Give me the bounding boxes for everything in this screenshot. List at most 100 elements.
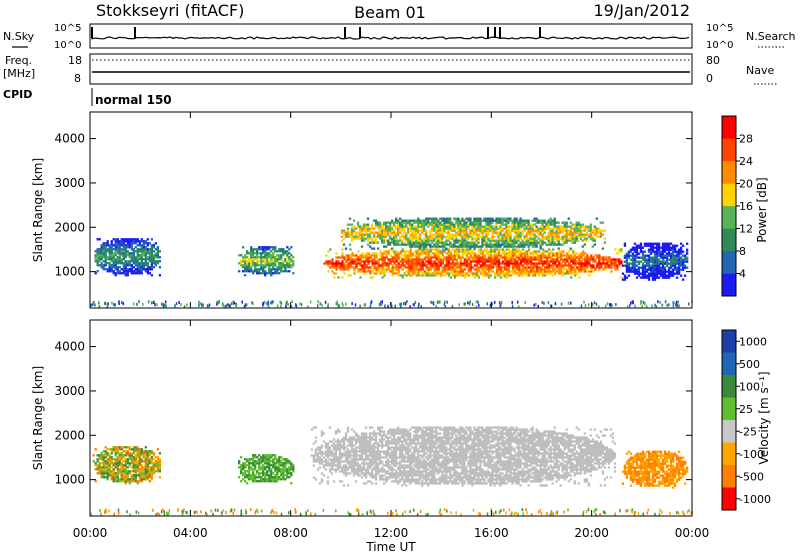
- power-cell: [507, 227, 510, 230]
- power-cell: [469, 268, 473, 271]
- power-cell: [645, 274, 649, 277]
- velocity-cell: [318, 460, 322, 463]
- power-cell: [457, 254, 461, 257]
- power-cell: [156, 248, 160, 251]
- power-cell: [459, 260, 463, 263]
- power-cell: [601, 221, 605, 224]
- power-cell: [374, 219, 378, 222]
- velocity-cell: [237, 462, 241, 465]
- power-cell: [376, 233, 380, 236]
- power-cell: [655, 262, 659, 265]
- velocity-cell: [120, 478, 123, 481]
- power-cell: [625, 266, 629, 269]
- power-cell: [669, 256, 673, 259]
- power-cell: [252, 252, 255, 255]
- power-cell: [647, 244, 651, 247]
- power-cell: [645, 254, 649, 257]
- power-cell: [386, 233, 390, 236]
- power-cell: [457, 270, 461, 273]
- velocity-cell: [124, 464, 127, 467]
- power-cell: [383, 270, 386, 273]
- power-cell: [144, 242, 147, 245]
- power-cell: [150, 258, 154, 261]
- power-cell: [525, 274, 529, 277]
- power-cell: [552, 260, 555, 263]
- velocity-cell: [156, 466, 160, 469]
- power-cell: [445, 231, 448, 234]
- power-cell: [513, 272, 517, 275]
- power-cell: [461, 243, 464, 246]
- power-cell: [459, 227, 462, 230]
- power-cell: [106, 250, 109, 253]
- power-cell: [498, 301, 501, 305]
- power-cell: [423, 229, 426, 232]
- velocity-cell: [146, 458, 149, 461]
- power-cell: [558, 266, 561, 269]
- power-cell: [511, 248, 515, 251]
- velocity-cell: [270, 468, 273, 471]
- power-cell: [393, 256, 396, 259]
- power-cell: [523, 250, 527, 253]
- velocity-cell: [112, 464, 115, 467]
- power-cell: [250, 256, 253, 259]
- power-cell: [455, 223, 458, 226]
- power-cell: [645, 270, 649, 273]
- power-cell: [381, 254, 384, 257]
- power-cell: [572, 250, 575, 253]
- power-cell: [140, 254, 143, 257]
- power-cell: [631, 266, 635, 269]
- power-cell: [351, 266, 354, 269]
- power-cell: [150, 260, 154, 263]
- velocity-cell: [136, 474, 139, 477]
- power-cell: [499, 239, 502, 242]
- power-cell: [138, 270, 141, 273]
- velocity-cell: [266, 464, 269, 467]
- power-cell: [673, 256, 677, 259]
- power-cell: [572, 268, 575, 271]
- velocity-cell: [270, 474, 273, 477]
- velocity-cell: [258, 474, 261, 477]
- power-cell: [675, 252, 679, 255]
- velocity-cell: [140, 460, 143, 463]
- power-cell: [393, 235, 396, 238]
- power-cell: [376, 225, 380, 228]
- power-cell: [104, 242, 107, 245]
- power-cell: [667, 276, 671, 279]
- power-cell: [483, 229, 486, 232]
- power-cell: [421, 266, 424, 269]
- power-cell: [487, 233, 490, 236]
- power-cell: [106, 304, 109, 308]
- power-cell: [555, 229, 558, 232]
- power-cell: [515, 266, 519, 269]
- power-cell: [683, 264, 687, 267]
- velocity-cell: [270, 478, 273, 481]
- y-tick-label: 4000: [54, 132, 85, 146]
- power-cell: [563, 239, 566, 242]
- velocity-cell: [122, 454, 125, 457]
- velocity-cell: [274, 478, 277, 481]
- power-cell: [671, 246, 675, 249]
- power-cell: [415, 237, 418, 240]
- power-cell: [529, 237, 532, 240]
- power-cell: [128, 268, 131, 271]
- velocity-cell: [116, 450, 119, 453]
- velocity-cell: [134, 464, 137, 467]
- power-cell: [96, 260, 99, 263]
- power-cell: [435, 274, 438, 277]
- velocity-cell: [138, 480, 141, 483]
- power-cell: [401, 276, 404, 279]
- power-cell: [102, 264, 105, 267]
- power-cell: [547, 227, 550, 230]
- power-cell: [161, 302, 163, 306]
- power-cell: [91, 303, 94, 307]
- power-cell: [501, 248, 505, 251]
- power-cell: [427, 243, 430, 246]
- velocity-cell: [254, 480, 257, 483]
- power-cell: [274, 264, 277, 267]
- power-cell: [417, 305, 420, 309]
- power-cell: [441, 217, 444, 220]
- power-cell: [344, 247, 348, 250]
- power-cell: [413, 268, 416, 271]
- velocity-cell: [254, 474, 257, 477]
- power-cell: [276, 256, 279, 259]
